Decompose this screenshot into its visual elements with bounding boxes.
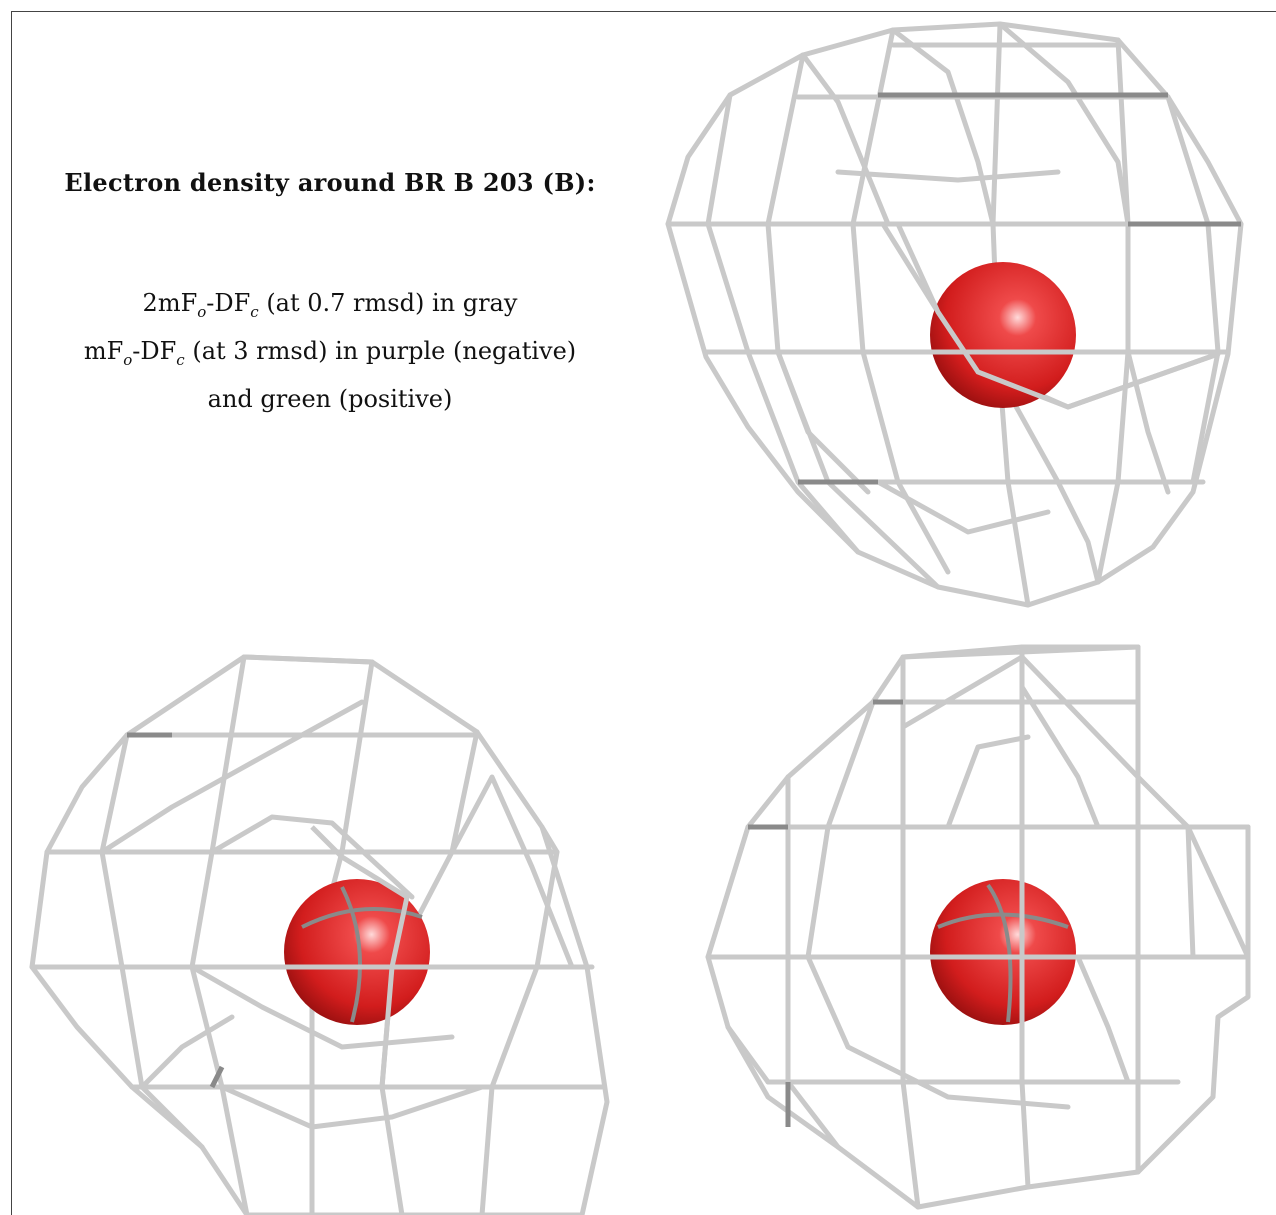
mesh-view-2 [29,654,610,1215]
mesh-foreground [32,825,592,1088]
atom-sphere [930,262,1076,408]
figure-grid: Electron density around BR B 203 (B): 2m… [11,11,1276,1215]
caption-panel: Electron density around BR B 203 (B): 2m… [11,11,649,628]
mesh-shadow-edges [748,699,903,1127]
mesh-foreground [708,827,1248,1082]
density-view-2 [11,627,649,1215]
mesh-through-sphere [301,886,423,1023]
mesh-through-sphere [937,883,1069,1023]
mesh-view-1 [665,21,1244,608]
density-view-3 [648,627,1276,1215]
density-mesh [665,21,1244,608]
mesh-shadow-edges [798,92,1241,485]
caption-line-3: and green (positive) [207,384,453,413]
mesh-foreground [706,222,1228,410]
caption-line-2: mFo-DFc (at 3 rmsd) in purple (negative) [83,336,577,369]
mesh-view-3 [705,644,1251,1210]
density-view-1 [648,11,1276,628]
caption-description: 2mFo-DFc (at 0.7 rmsd) in gray mFo-DFc (… [12,284,648,419]
caption: Electron density around BR B 203 (B): 2m… [12,12,648,627]
atom-sphere [930,879,1076,1025]
caption-line-1: 2mFo-DFc (at 0.7 rmsd) in gray [142,289,518,321]
atom-sphere [284,879,430,1025]
caption-title: Electron density around BR B 203 (B): [64,168,596,197]
